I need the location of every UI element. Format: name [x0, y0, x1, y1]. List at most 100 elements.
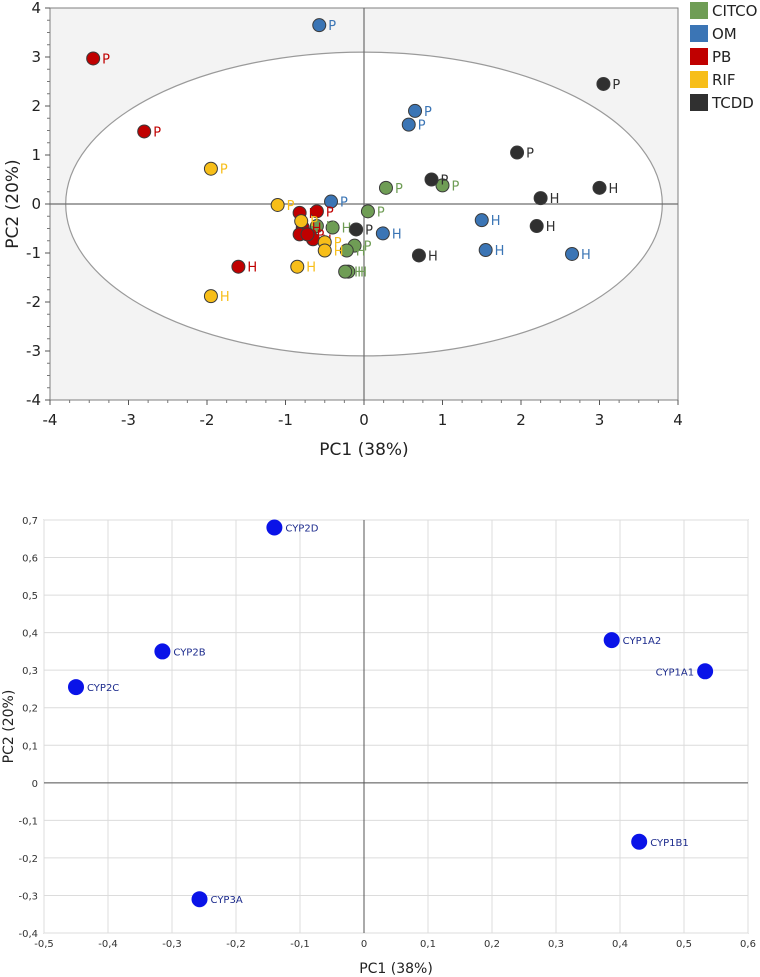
loading-label: CYP2B — [173, 647, 205, 658]
point-citco — [360, 204, 375, 219]
loading-label: CYP2C — [87, 683, 119, 694]
y-tick-label: 0 — [31, 195, 41, 213]
y-tick-label: 0,6 — [22, 554, 38, 565]
point-label-tcdd: H — [546, 220, 556, 235]
y-tick-label: 0,1 — [22, 741, 38, 752]
x-tick-label: 0,1 — [420, 939, 436, 950]
point-label-pb: P — [102, 52, 110, 67]
point-om — [408, 103, 423, 118]
point-tcdd — [596, 76, 611, 91]
point-label-om: H — [581, 248, 591, 263]
point-tcdd — [424, 172, 439, 187]
point-label-citco: H — [354, 266, 364, 281]
loading-point — [603, 632, 620, 649]
x-tick-label: -3 — [121, 411, 136, 429]
loading-label: CYP1B1 — [650, 838, 689, 849]
y-tick-label: -0,1 — [18, 816, 38, 827]
point-citco — [325, 220, 340, 235]
point-label-tcdd: H — [550, 192, 560, 207]
x-tick-label: -0,2 — [226, 939, 246, 950]
point-label-tcdd: P — [612, 78, 620, 93]
loading-label: CYP2D — [285, 524, 318, 535]
y-tick-label: -0,2 — [18, 854, 38, 865]
legend-label-tcdd: TCDD — [711, 94, 754, 112]
x-tick-label: -1 — [278, 411, 293, 429]
point-om — [324, 194, 339, 209]
point-pb — [300, 227, 315, 242]
point-citco — [339, 243, 354, 258]
loading-label: CYP1A1 — [656, 667, 695, 678]
y-tick-label: -4 — [26, 391, 41, 409]
y-tick-label: 4 — [31, 0, 41, 17]
point-label-om: P — [340, 196, 348, 211]
point-citco — [309, 219, 324, 234]
scores-plot: -4 -3 -2 -1 0 1 2 3 4 -4 -3 -2 -1 0 1 2 3 4 PC1 (38%) PC2 (… — [3, 0, 757, 460]
point-pb — [86, 51, 101, 66]
plot-area — [43, 519, 749, 934]
point-tcdd — [411, 248, 426, 263]
y-tick-label: 2 — [31, 97, 41, 115]
loading-point — [68, 679, 84, 696]
legend-swatch-om — [690, 25, 708, 42]
point-rif — [317, 243, 332, 258]
y-tick-label: 0 — [32, 779, 38, 790]
point-label-citco: P — [364, 240, 372, 255]
x-tick-label: 0,4 — [612, 939, 628, 950]
legend-swatch-tcdd — [690, 94, 708, 111]
point-label-pb: P — [153, 125, 161, 140]
point-pb — [137, 124, 152, 139]
point-label-om: H — [491, 214, 501, 229]
x-tick-label: -0,3 — [162, 939, 182, 950]
x-tick-label: -2 — [200, 411, 215, 429]
point-om — [312, 18, 327, 33]
y-tick-label: 0,5 — [22, 591, 38, 602]
point-om — [478, 243, 493, 258]
point-label-rif: P — [287, 199, 295, 214]
y-tick-label: -0,4 — [18, 929, 38, 940]
legend-label-pb: PB — [712, 48, 731, 66]
y-axis-label: PC2 (20%) — [3, 159, 23, 248]
x-tick-label: 0,3 — [548, 939, 564, 950]
loading-point — [631, 833, 648, 850]
point-om — [375, 226, 390, 241]
point-label-rif: H — [220, 290, 230, 305]
x-tick-label: -0,1 — [290, 939, 310, 950]
loadings-plot: -0,5 -0,4 -0,3 -0,2 -0,1 0 0,1 0,2 0,3 0,4 0,5 0,60… — [1, 516, 756, 977]
point-label-tcdd: P — [526, 147, 534, 162]
point-label-pb: P — [326, 205, 334, 220]
legend-swatch-pb — [690, 48, 708, 65]
legend-label-rif: RIF — [712, 71, 735, 89]
x-axis-label: PC1 (38%) — [359, 961, 433, 977]
point-tcdd — [529, 219, 544, 234]
point-label-tcdd: H — [609, 182, 619, 197]
point-label-om: H — [392, 227, 402, 242]
y-tick-label: -1 — [26, 244, 41, 262]
x-tick-label: 1 — [438, 411, 448, 429]
point-label-citco: P — [452, 179, 460, 194]
point-tcdd — [349, 222, 364, 237]
y-tick-label: 3 — [31, 48, 41, 66]
legend-swatch-rif — [690, 71, 708, 88]
point-label-tcdd: P — [441, 174, 449, 189]
point-label-pb: H — [247, 261, 257, 276]
point-rif — [290, 259, 305, 274]
y-tick-label: -0,3 — [18, 891, 38, 902]
y-tick-label: -3 — [26, 342, 41, 360]
loading-label: CYP1A2 — [623, 636, 662, 647]
point-tcdd — [592, 180, 607, 195]
point-pb — [309, 204, 324, 219]
point-om — [474, 213, 489, 228]
point-label-citco: H — [357, 266, 367, 281]
x-tick-label: -4 — [43, 411, 58, 429]
loading-label: CYP3A — [211, 895, 243, 906]
x-tick-label: 0,5 — [676, 939, 692, 950]
point-label-om: P — [328, 19, 336, 34]
point-label-citco: H — [356, 245, 366, 260]
x-tick-label: 0,2 — [484, 939, 500, 950]
point-label-citco: H — [326, 220, 336, 235]
x-tick-label: 0 — [359, 411, 369, 429]
x-tick-label: 3 — [595, 411, 605, 429]
point-citco — [338, 264, 353, 279]
loading-point — [191, 891, 208, 908]
point-label-om: P — [424, 105, 432, 120]
